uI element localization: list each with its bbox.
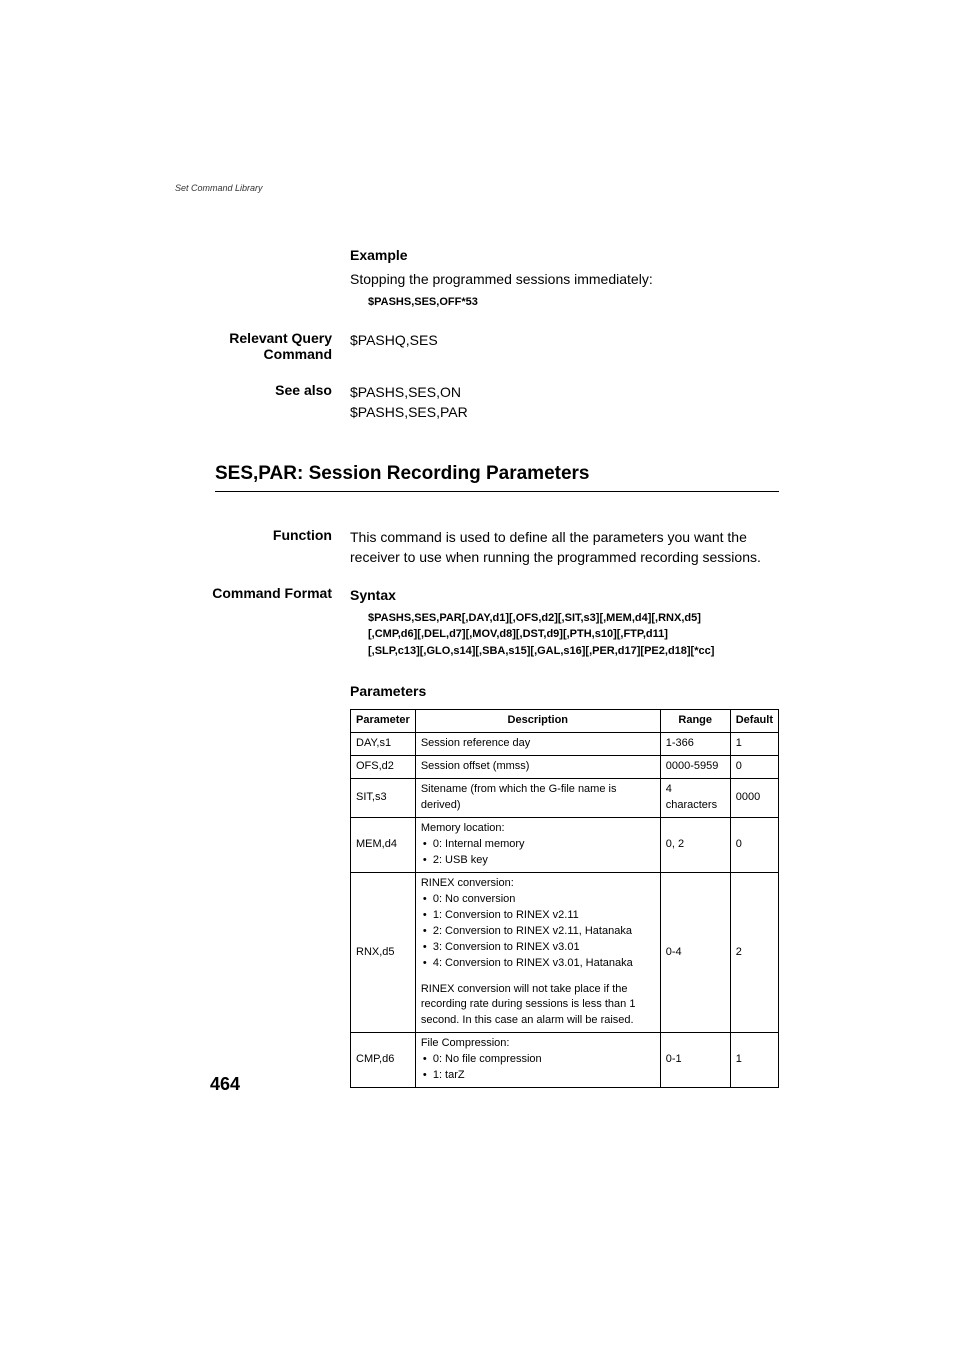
function-text: This command is used to define all the p… bbox=[350, 527, 779, 568]
default-cell: 0 bbox=[730, 818, 778, 873]
relevant-query-label-1: Relevant Query bbox=[175, 330, 332, 346]
default-cell: 0 bbox=[730, 756, 778, 779]
example-text: Stopping the programmed sessions immedia… bbox=[350, 269, 779, 289]
example-heading: Example bbox=[350, 245, 779, 265]
default-cell: 1 bbox=[730, 1033, 778, 1088]
relevant-query-text: $PASHQ,SES bbox=[350, 330, 779, 350]
see-also-line-1: $PASHS,SES,ON bbox=[350, 382, 779, 402]
range-cell: 0, 2 bbox=[660, 818, 730, 873]
relevant-query-label-2: Command bbox=[175, 346, 332, 362]
see-also-line-2: $PASHS,SES,PAR bbox=[350, 402, 779, 422]
param-cell: MEM,d4 bbox=[351, 818, 416, 873]
description-cell: RINEX conversion:0: No conversion1: Conv… bbox=[415, 872, 660, 1032]
example-section: Example Stopping the programmed sessions… bbox=[175, 245, 779, 310]
document-page: Set Command Library Example Stopping the… bbox=[0, 0, 954, 1350]
description-cell: Session reference day bbox=[415, 733, 660, 756]
page-header: Set Command Library bbox=[175, 183, 263, 193]
param-cell: DAY,s1 bbox=[351, 733, 416, 756]
see-also-section: See also $PASHS,SES,ON $PASHS,SES,PAR bbox=[175, 382, 779, 423]
function-label: Function bbox=[175, 527, 332, 543]
table-row: SIT,s3Sitename (from which the G-file na… bbox=[351, 779, 779, 818]
table-header-range: Range bbox=[660, 710, 730, 733]
param-cell: RNX,d5 bbox=[351, 872, 416, 1032]
range-cell: 0000-5959 bbox=[660, 756, 730, 779]
example-code: $PASHS,SES,OFF*53 bbox=[350, 294, 779, 311]
table-header-parameter: Parameter bbox=[351, 710, 416, 733]
param-cell: SIT,s3 bbox=[351, 779, 416, 818]
function-section: Function This command is used to define … bbox=[175, 527, 779, 568]
syntax-code-line-1: $PASHS,SES,PAR[,DAY,d1][,OFS,d2][,SIT,s3… bbox=[368, 610, 779, 627]
param-cell: CMP,d6 bbox=[351, 1033, 416, 1088]
command-format-label: Command Format bbox=[175, 585, 332, 601]
main-heading: SES,PAR: Session Recording Parameters bbox=[215, 463, 779, 492]
relevant-query-section: Relevant Query Command $PASHQ,SES bbox=[175, 330, 779, 362]
command-format-section: Command Format Syntax $PASHS,SES,PAR[,DA… bbox=[175, 585, 779, 659]
param-cell: OFS,d2 bbox=[351, 756, 416, 779]
default-cell: 2 bbox=[730, 872, 778, 1032]
description-cell: Memory location:0: Internal memory2: USB… bbox=[415, 818, 660, 873]
table-row: CMP,d6File Compression:0: No file compre… bbox=[351, 1033, 779, 1088]
description-cell: Sitename (from which the G-file name is … bbox=[415, 779, 660, 818]
range-cell: 0-1 bbox=[660, 1033, 730, 1088]
description-cell: File Compression:0: No file compression1… bbox=[415, 1033, 660, 1088]
content-area: Example Stopping the programmed sessions… bbox=[175, 245, 779, 1088]
parameters-table: Parameter Description Range Default DAY,… bbox=[350, 709, 779, 1088]
table-row: DAY,s1Session reference day1-3661 bbox=[351, 733, 779, 756]
table-row: MEM,d4Memory location:0: Internal memory… bbox=[351, 818, 779, 873]
table-row: OFS,d2Session offset (mmss)0000-59590 bbox=[351, 756, 779, 779]
syntax-code-line-2: [,CMP,d6][,DEL,d7][,MOV,d8][,DST,d9][,PT… bbox=[368, 626, 779, 643]
parameters-section: Parameters Parameter Description Range D… bbox=[175, 681, 779, 1088]
syntax-code-line-3: [,SLP,c13][,GLO,s14][,SBA,s15][,GAL,s16]… bbox=[368, 643, 779, 660]
see-also-label: See also bbox=[175, 382, 332, 398]
table-header-default: Default bbox=[730, 710, 778, 733]
default-cell: 0000 bbox=[730, 779, 778, 818]
table-header-row: Parameter Description Range Default bbox=[351, 710, 779, 733]
syntax-heading: Syntax bbox=[350, 585, 779, 605]
default-cell: 1 bbox=[730, 733, 778, 756]
range-cell: 4 characters bbox=[660, 779, 730, 818]
range-cell: 1-366 bbox=[660, 733, 730, 756]
table-row: RNX,d5RINEX conversion:0: No conversion1… bbox=[351, 872, 779, 1032]
range-cell: 0-4 bbox=[660, 872, 730, 1032]
description-cell: Session offset (mmss) bbox=[415, 756, 660, 779]
table-header-description: Description bbox=[415, 710, 660, 733]
page-number: 464 bbox=[210, 1074, 240, 1095]
parameters-heading: Parameters bbox=[350, 681, 779, 701]
